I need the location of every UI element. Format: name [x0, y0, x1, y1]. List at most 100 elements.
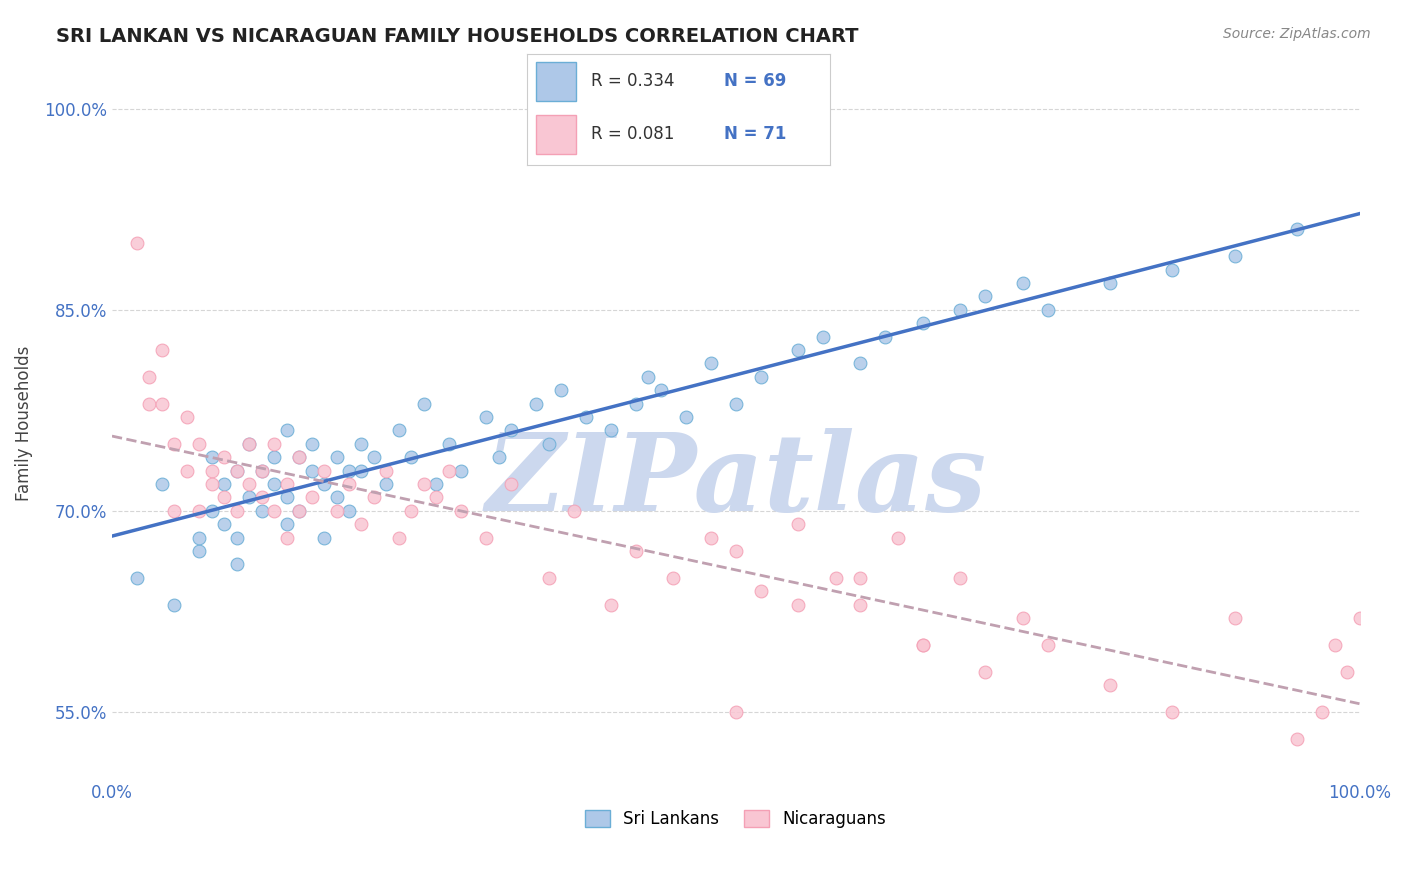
Point — [350, 464, 373, 478]
Point — [201, 450, 224, 465]
Point — [911, 638, 934, 652]
Point — [325, 491, 347, 505]
Point — [276, 531, 298, 545]
Point — [1011, 611, 1033, 625]
Text: N = 69: N = 69 — [724, 72, 786, 90]
Point — [225, 531, 247, 545]
Point — [225, 558, 247, 572]
Text: Source: ZipAtlas.com: Source: ZipAtlas.com — [1223, 27, 1371, 41]
Point — [188, 531, 211, 545]
Point — [363, 450, 385, 465]
Point — [849, 356, 872, 370]
Point — [1011, 276, 1033, 290]
Point — [1223, 249, 1246, 263]
Point — [1098, 276, 1121, 290]
Point — [288, 450, 311, 465]
Point — [288, 450, 311, 465]
Point — [787, 517, 810, 532]
Point — [375, 464, 398, 478]
Point — [824, 571, 846, 585]
Point — [225, 464, 247, 478]
Point — [125, 235, 148, 250]
Point — [887, 531, 910, 545]
Point — [401, 504, 423, 518]
Point — [974, 289, 997, 303]
Point — [550, 383, 572, 397]
Point — [312, 531, 335, 545]
Point — [238, 437, 260, 451]
Point — [250, 464, 273, 478]
Point — [201, 477, 224, 491]
Point — [911, 316, 934, 330]
Point — [724, 396, 747, 410]
Point — [1286, 222, 1309, 236]
Point — [188, 544, 211, 558]
Point — [401, 450, 423, 465]
Point — [650, 383, 672, 397]
Point — [288, 504, 311, 518]
Point — [450, 504, 472, 518]
Point — [188, 437, 211, 451]
Point — [488, 450, 510, 465]
Point — [749, 369, 772, 384]
Point — [662, 571, 685, 585]
Point — [811, 329, 834, 343]
Point — [250, 504, 273, 518]
Point — [524, 396, 547, 410]
Point — [263, 437, 285, 451]
Point — [624, 544, 647, 558]
Point — [238, 491, 260, 505]
Point — [325, 450, 347, 465]
Point — [337, 504, 360, 518]
Point — [225, 504, 247, 518]
Point — [1098, 678, 1121, 692]
Point — [312, 464, 335, 478]
Point — [276, 424, 298, 438]
Point — [537, 437, 560, 451]
Point — [949, 302, 972, 317]
Point — [787, 598, 810, 612]
Point — [1161, 705, 1184, 719]
Point — [312, 477, 335, 491]
Point — [163, 437, 186, 451]
Point — [849, 571, 872, 585]
Point — [501, 424, 523, 438]
Point — [600, 598, 623, 612]
Point — [337, 464, 360, 478]
Point — [125, 571, 148, 585]
Point — [724, 705, 747, 719]
Point — [700, 356, 723, 370]
Point — [412, 477, 434, 491]
Point — [501, 477, 523, 491]
Point — [276, 517, 298, 532]
Point — [138, 369, 160, 384]
Point — [363, 491, 385, 505]
Point — [1223, 611, 1246, 625]
Point — [201, 504, 224, 518]
Point — [225, 464, 247, 478]
Point — [150, 343, 173, 357]
Point — [263, 477, 285, 491]
Point — [437, 437, 460, 451]
Point — [624, 396, 647, 410]
Point — [475, 531, 498, 545]
Point — [176, 464, 198, 478]
Y-axis label: Family Households: Family Households — [15, 346, 32, 501]
Point — [263, 450, 285, 465]
Point — [276, 491, 298, 505]
Point — [138, 396, 160, 410]
Point — [212, 450, 235, 465]
Point — [301, 464, 323, 478]
Point — [724, 544, 747, 558]
Point — [188, 504, 211, 518]
Text: ZIPatlas: ZIPatlas — [485, 427, 986, 533]
Point — [425, 491, 447, 505]
Point — [787, 343, 810, 357]
Point — [1336, 665, 1358, 679]
Point — [350, 437, 373, 451]
Point — [475, 410, 498, 425]
Point — [1310, 705, 1333, 719]
Point — [163, 598, 186, 612]
Point — [150, 477, 173, 491]
Point — [911, 638, 934, 652]
